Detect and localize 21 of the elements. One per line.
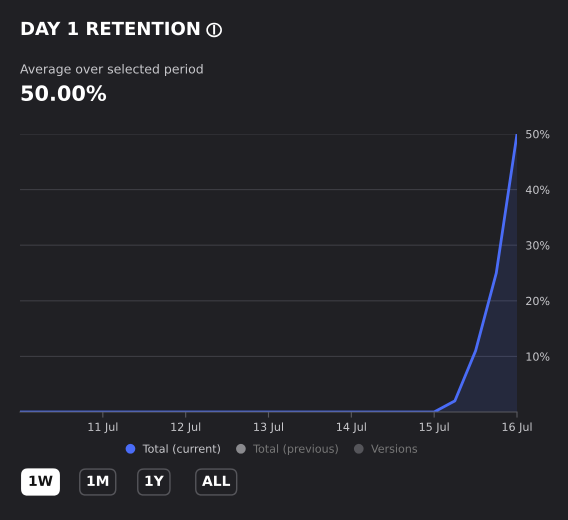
text: 1Y [146, 476, 164, 486]
text: ALL [202, 476, 230, 486]
text: 50.00% [22, 85, 106, 102]
x-tick-label: 11 Jul [88, 422, 118, 434]
chart-subtitle: Average over selected period [20, 64, 203, 76]
text: 1M [88, 476, 108, 486]
chart-title: DAY 1 RETENTION [22, 22, 200, 36]
y-tick-label: 20% [526, 296, 550, 306]
x-tick-label: 15 Jul [420, 422, 449, 434]
legend-label: Total (current) [142, 444, 220, 454]
y-tick-label: 50% [526, 130, 550, 138]
x-tick-label: 13 Jul [254, 422, 283, 434]
y-tick-label: 40% [526, 186, 550, 194]
y-tick-label: 30% [526, 241, 550, 250]
x-tick-label: 16 Jul [502, 422, 532, 434]
text: 1W [30, 476, 53, 486]
legend-label: Versions [371, 444, 418, 453]
legend-label: Total (previous) [253, 444, 338, 455]
x-tick-label: 12 Jul [171, 422, 200, 434]
x-tick-label: 14 Jul [337, 422, 366, 434]
y-tick-label: 10% [526, 352, 550, 361]
